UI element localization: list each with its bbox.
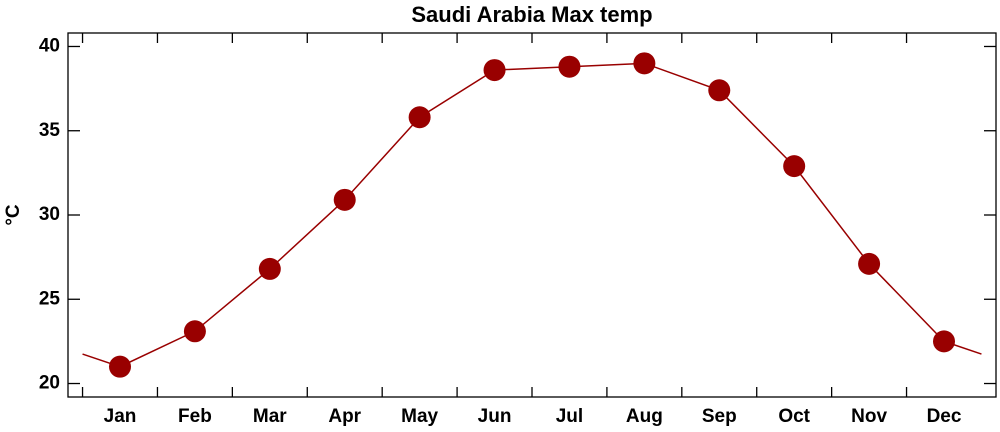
plot-frame bbox=[67, 32, 997, 398]
y-tick-label: 40 bbox=[39, 35, 60, 56]
marker bbox=[258, 257, 281, 280]
x-tick-label: Nov bbox=[851, 406, 887, 427]
y-tick-label: 35 bbox=[39, 120, 61, 141]
marker bbox=[333, 188, 356, 211]
chart-title: Saudi Arabia Max temp bbox=[411, 2, 652, 27]
x-tick-label: Jun bbox=[478, 406, 512, 427]
x-tick-label: Feb bbox=[178, 406, 212, 427]
marker bbox=[783, 155, 806, 178]
marker bbox=[558, 55, 581, 78]
x-tick-label: Apr bbox=[328, 406, 361, 427]
y-tick-label: 20 bbox=[39, 373, 60, 394]
marker bbox=[633, 52, 656, 75]
x-tick-label: Dec bbox=[927, 406, 962, 427]
x-tick-label: Oct bbox=[778, 406, 810, 427]
marker bbox=[408, 106, 431, 129]
x-tick-label: Aug bbox=[626, 406, 663, 427]
line bbox=[119, 62, 945, 368]
x-tick-label: Jul bbox=[556, 406, 583, 427]
x-tick-label: Jan bbox=[104, 406, 137, 427]
marker bbox=[109, 355, 131, 378]
marker bbox=[483, 59, 506, 82]
y-tick-label: 25 bbox=[39, 288, 61, 309]
y-tick-label: 30 bbox=[39, 204, 60, 225]
marker bbox=[858, 252, 881, 275]
x-tick-label: Mar bbox=[253, 406, 287, 427]
marker bbox=[933, 330, 955, 353]
x-tick-label: Sep bbox=[702, 406, 737, 427]
marker bbox=[708, 79, 731, 102]
x-tick-label: May bbox=[401, 406, 438, 427]
marker bbox=[183, 320, 206, 343]
y-axis-label: °C bbox=[3, 204, 24, 226]
